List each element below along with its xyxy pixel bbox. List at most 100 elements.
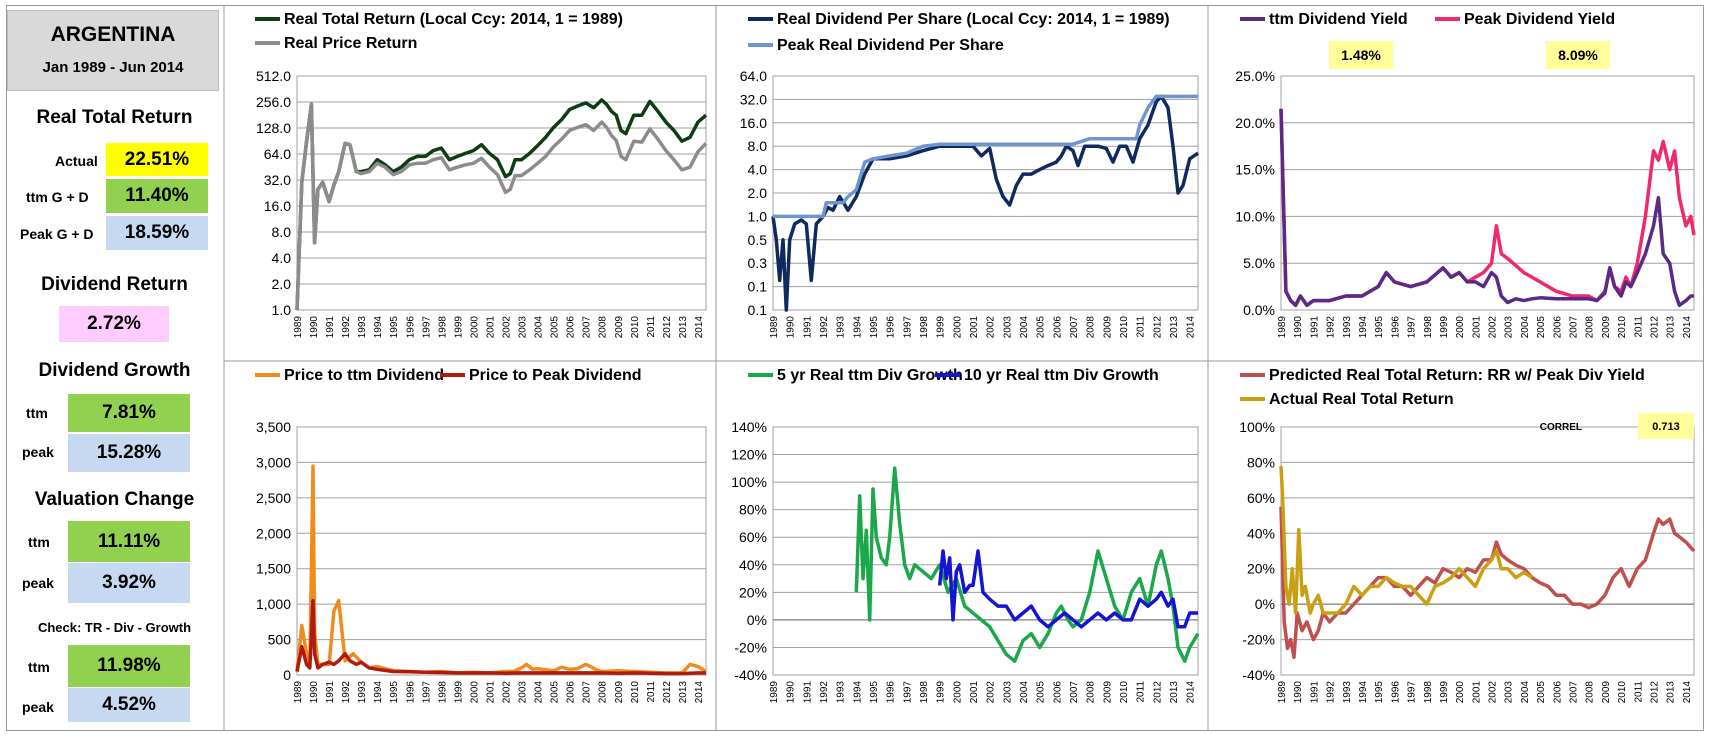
y-tick-label: 3,500: [256, 419, 291, 435]
x-tick-label: 2007: [1569, 316, 1580, 339]
x-tick-label: 2014: [1682, 316, 1693, 339]
x-tick-label: 2014: [694, 681, 705, 704]
y-tick-label: 20%: [1247, 561, 1275, 577]
y-tick-label: 60%: [1247, 490, 1275, 506]
x-tick-label: 2009: [1102, 316, 1113, 339]
series-line-2: [295, 598, 706, 676]
x-tick-label: 2005: [1536, 681, 1547, 704]
y-tick-label: 0%: [747, 612, 767, 628]
x-tick-label: 1992: [341, 316, 352, 339]
legend-label: ttm Dividend Yield: [1269, 11, 1408, 28]
y-tick-label: 8.0: [748, 138, 768, 154]
x-tick-label: 1994: [1358, 681, 1369, 704]
x-tick-label: 2004: [1019, 316, 1030, 339]
x-tick-label: 2007: [1069, 316, 1080, 339]
country-name: ARGENTINA: [50, 23, 176, 46]
y-tick-label: -20%: [734, 639, 767, 655]
x-tick-label: 1998: [1423, 316, 1434, 339]
x-tick-label: 1995: [1374, 681, 1385, 704]
y-tick-label: 512.0: [256, 68, 291, 84]
y-tick-label: 64.0: [264, 146, 291, 162]
x-tick-label: 2000: [469, 316, 480, 339]
rtr-peak-label: Peak G + D: [20, 226, 94, 242]
dg-ttm-label: ttm: [26, 405, 48, 421]
x-tick-label: 2005: [550, 681, 561, 704]
legend-label: 10 yr Real ttm Div Growth: [964, 367, 1159, 384]
x-tick-label: 2014: [1186, 316, 1197, 339]
x-tick-label: 2012: [662, 316, 673, 339]
x-tick-label: 2011: [646, 681, 657, 703]
y-tick-label: 120%: [731, 447, 767, 463]
rtr-actual-value: 22.51%: [106, 143, 208, 176]
y-tick-label: 0.3: [748, 255, 768, 271]
x-tick-label: 2003: [1002, 316, 1013, 339]
x-tick-label: 2002: [1488, 681, 1499, 704]
x-tick-label: 1991: [325, 316, 336, 339]
x-tick-label: 1991: [1309, 316, 1320, 339]
series-line-1: [295, 98, 708, 311]
x-tick-label: 1996: [405, 681, 416, 704]
y-tick-label: 2,500: [256, 490, 291, 506]
x-tick-label: 1996: [886, 316, 897, 339]
y-tick-label: 4.0: [748, 162, 768, 178]
x-tick-label: 2013: [1666, 681, 1677, 704]
x-tick-label: 1992: [819, 316, 830, 339]
x-tick-label: 1994: [852, 681, 863, 704]
y-tick-label: 1.0: [272, 302, 292, 318]
legend-label: Price to ttm Dividend: [284, 367, 444, 384]
y-tick-label: 64.0: [740, 68, 767, 84]
valuation-change-title: Valuation Change: [34, 489, 195, 510]
x-tick-label: 2010: [1617, 316, 1628, 339]
x-tick-label: 2001: [1471, 681, 1482, 704]
x-tick-label: 1993: [1342, 316, 1353, 339]
y-tick-label: 2.0: [748, 185, 768, 201]
y-tick-label: 0.5: [748, 232, 768, 248]
x-tick-label: 1989: [769, 681, 780, 704]
x-tick-label: 2006: [1052, 316, 1063, 339]
x-tick-label: 2000: [952, 316, 963, 339]
correl-box: [1638, 413, 1694, 439]
check-title: Check: TR - Div - Growth: [37, 620, 192, 635]
y-tick-label: 1,000: [256, 596, 291, 612]
y-tick-label: 1,500: [256, 561, 291, 577]
x-tick-label: 1999: [453, 681, 464, 704]
x-tick-label: 1999: [1439, 681, 1450, 704]
x-tick-label: 2011: [1633, 316, 1644, 338]
x-tick-label: 1995: [389, 316, 400, 339]
y-tick-label: 0.1: [748, 279, 768, 295]
x-tick-label: 2004: [1520, 681, 1531, 704]
x-tick-label: 2012: [1650, 316, 1661, 339]
dividend-growth-title: Dividend Growth: [38, 360, 191, 381]
x-tick-label: 1989: [1277, 681, 1288, 704]
x-tick-label: 1998: [437, 316, 448, 339]
legend-label: Actual Real Total Return: [1269, 391, 1454, 408]
x-tick-label: 2000: [952, 681, 963, 704]
chart-c5: -40% -20% 0% 20% 40% 60% 80% 100% 120% 140% 1989 19…: [731, 367, 1200, 704]
x-tick-label: 1997: [1407, 681, 1418, 704]
x-tick-label: 1990: [309, 681, 320, 704]
x-tick-label: 1995: [1374, 316, 1385, 339]
x-tick-label: 1999: [453, 316, 464, 339]
series-line-1: [1279, 108, 1696, 308]
x-tick-label: 2013: [1169, 316, 1180, 339]
y-tick-label: 32.0: [740, 91, 767, 107]
check-peak-value: 4.52%: [68, 688, 190, 722]
legend-label: Real Price Return: [284, 35, 417, 52]
x-tick-label: 2010: [1119, 681, 1130, 704]
y-tick-label: 100%: [731, 474, 767, 490]
check-ttm-label: ttm: [28, 659, 50, 675]
chart-c2: 0.1 0.1 0.3 0.5 1.0 2.0 4.0 8.0 16.0 32.0 64.0 1989…: [740, 11, 1199, 339]
y-tick-label: -40%: [1242, 667, 1275, 683]
series-line-2: [295, 102, 708, 311]
x-tick-label: 1992: [1326, 316, 1337, 339]
legend-label: Predicted Real Total Return: RR w/ Peak …: [1269, 367, 1645, 384]
x-tick-label: 1994: [852, 316, 863, 339]
series-line-2: [1279, 465, 1533, 615]
series-line-1: [854, 466, 1200, 663]
x-tick-label: 2012: [1152, 316, 1163, 339]
check-ttm-value: 11.98%: [68, 645, 190, 687]
y-tick-label: 2.0: [272, 276, 292, 292]
y-tick-label: 80%: [739, 502, 767, 518]
x-tick-label: 2014: [1186, 681, 1197, 704]
